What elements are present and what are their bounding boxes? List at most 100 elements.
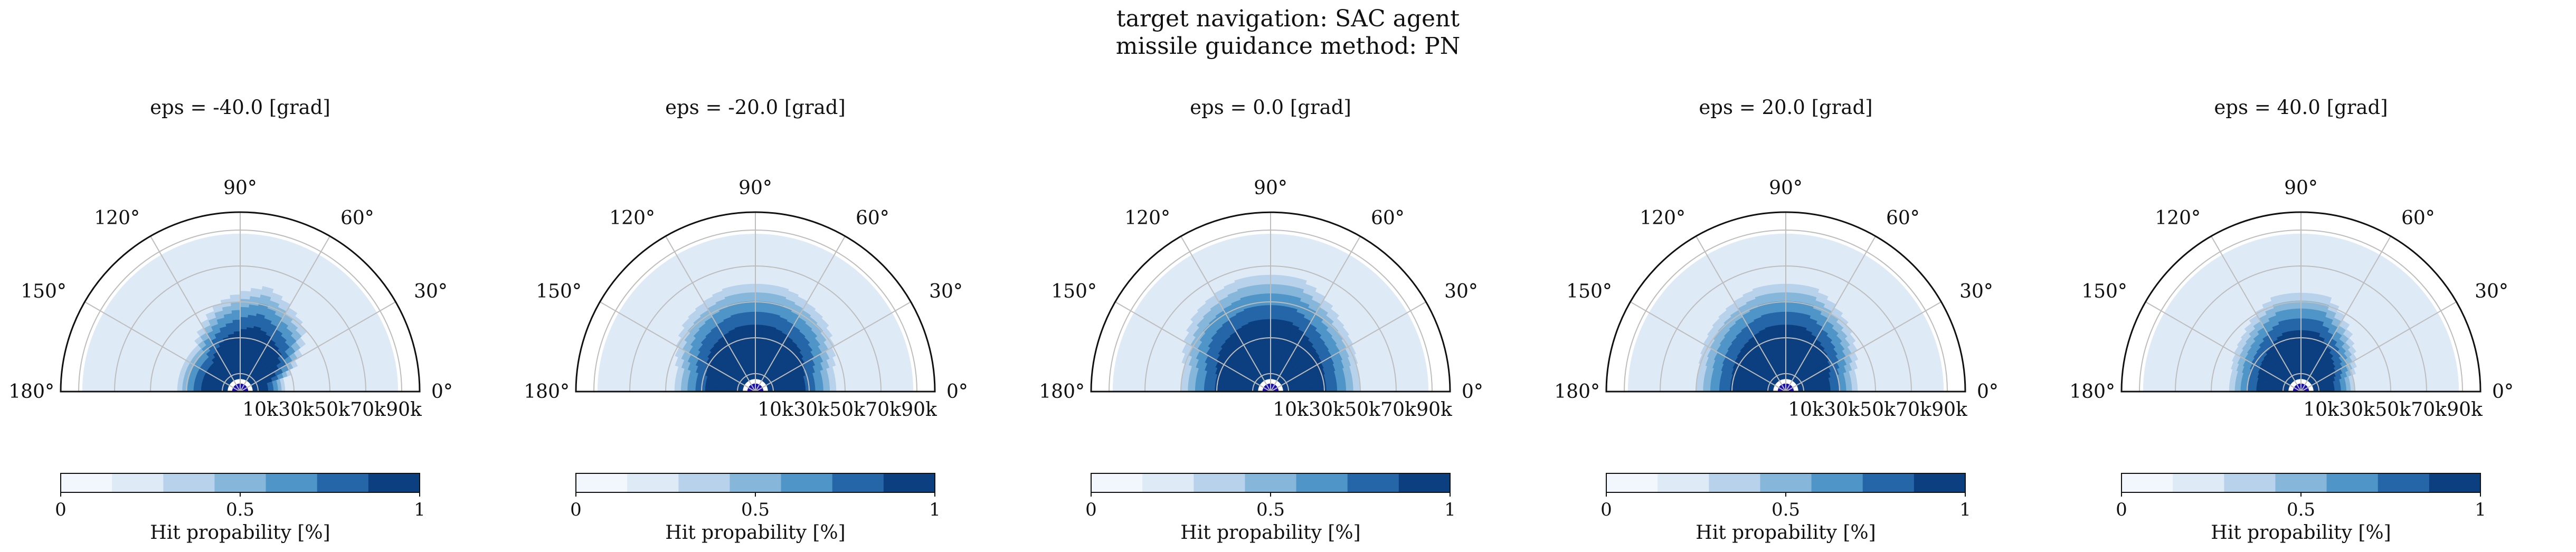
subplot-title: eps = 20.0 [grad] <box>1699 96 1872 119</box>
radial-tick-label: 10k <box>757 399 794 421</box>
colorbar-tick-label: 0.5 <box>2287 499 2315 520</box>
radial-tick-label: 70k <box>350 399 386 421</box>
polar-subplot-4: eps = 20.0 [grad] 0° 30° 60° 90° 120° 150° 180°… <box>1554 96 1999 544</box>
radial-tick-label: 10k <box>2303 399 2340 421</box>
angle-tick-label: 60° <box>2401 207 2435 229</box>
colorbar-label: Hit propability [%] <box>2211 522 2391 544</box>
colorbar-bin <box>781 473 833 492</box>
colorbar-bin <box>2326 473 2379 492</box>
radial-tick-label: 90k <box>1931 399 1968 421</box>
figure-title-line2: missile guidance method: PN <box>1116 33 1460 60</box>
colorbar-bin <box>1245 473 1297 492</box>
angle-tick-label: 60° <box>1886 207 1920 229</box>
subplot-title: eps = 0.0 [grad] <box>1190 96 1351 119</box>
radial-tick-label: 30k <box>278 399 315 421</box>
subplot-title: eps = -20.0 [grad] <box>665 96 846 119</box>
angle-tick-label: 180° <box>1554 381 1600 403</box>
radial-tick-label: 10k <box>1273 399 1309 421</box>
angle-tick-label: 120° <box>94 207 140 229</box>
angle-tick-label: 120° <box>1124 207 1170 229</box>
colorbar-bin <box>112 473 164 492</box>
colorbar-bin <box>163 473 215 492</box>
colorbar-bin <box>627 473 679 492</box>
colorbar: 0 0.5 1 Hit propability [%] <box>2116 473 2486 544</box>
polar-subplot-3: eps = 0.0 [grad] 0° 30° 60° 90° 120° 150° 180° 1… <box>1039 96 1483 544</box>
polar-subplot-2: eps = -20.0 [grad] 0° 30° 60° 90° 120° 150° 180… <box>524 96 968 544</box>
colorbar-bin <box>1862 473 1915 492</box>
figure-title-line1: target navigation: SAC agent <box>1116 5 1460 32</box>
angular-gridline <box>2145 301 2302 392</box>
polar-subplot-5: eps = 40.0 [grad] 0° 30° 60° 90° 120° 150° 180°… <box>2069 96 2514 544</box>
colorbar-bin <box>2429 473 2481 492</box>
colorbar-bin <box>368 473 420 492</box>
polar-frame <box>60 211 421 393</box>
angular-gridline <box>1270 301 1426 392</box>
polar-grid <box>2139 212 2463 392</box>
radial-tick-label: 50k <box>1860 399 1896 421</box>
angle-tick-label: 120° <box>609 207 655 229</box>
colorbar-bin <box>1709 473 1760 492</box>
angle-tick-label: 0° <box>431 381 453 403</box>
colorbar-tick-label: 0 <box>1600 499 1612 520</box>
colorbar-tick-label: 0.5 <box>741 499 770 520</box>
angle-tick-label: 150° <box>2081 281 2127 302</box>
angular-gridline <box>1785 301 1942 392</box>
radial-tick-label: 30k <box>2339 399 2375 421</box>
colorbar-label: Hit propability [%] <box>665 522 845 544</box>
radial-tick-label: 90k <box>386 399 422 421</box>
angle-tick-label: 30° <box>929 281 963 302</box>
angle-tick-label: 150° <box>21 281 67 302</box>
radial-tick-label: 70k <box>1896 399 1932 421</box>
angular-gridline <box>2211 236 2302 392</box>
angular-gridline <box>84 301 241 392</box>
colorbar-bin <box>1760 473 1812 492</box>
colorbar-tick-label: 0 <box>2116 499 2127 520</box>
angle-tick-label: 60° <box>340 207 374 229</box>
colorbar-tick-label: 1 <box>929 499 941 520</box>
colorbar-label: Hit propability [%] <box>150 522 330 544</box>
colorbar-bin <box>730 473 782 492</box>
angle-tick-label: 150° <box>1566 281 1612 302</box>
angular-gridline <box>1785 236 1876 392</box>
colorbar-bin <box>1194 473 1245 492</box>
radial-tick-label: 50k <box>2375 399 2411 421</box>
angle-tick-label: 0° <box>946 381 968 403</box>
polar-grid <box>1624 212 1948 392</box>
hit-probability-field <box>1112 234 1429 392</box>
polar-frame <box>1090 211 1451 393</box>
colorbar-tick-label: 0.5 <box>1772 499 1800 520</box>
polar-grid <box>593 212 917 392</box>
colorbar-tick-label: 0.5 <box>226 499 254 520</box>
colorbar-bin <box>1347 473 1399 492</box>
radial-tick-label: 50k <box>314 399 351 421</box>
angle-tick-label: 120° <box>1640 207 1685 229</box>
angle-tick-label: 180° <box>524 381 570 403</box>
subplot-grid: eps = -40.0 [grad] 0° 30° 60° 90° 120° 150° 180… <box>8 96 2514 544</box>
colorbar-label: Hit propability [%] <box>1180 522 1360 544</box>
angular-gridline <box>600 301 756 392</box>
angle-tick-label: 180° <box>1039 381 1085 403</box>
polar-frame <box>575 211 936 393</box>
polar-frame <box>1605 211 1966 393</box>
angular-gridline <box>1696 236 1786 392</box>
angular-gridline <box>665 236 756 392</box>
colorbar-bin <box>2173 473 2224 492</box>
polar-grid <box>78 212 402 392</box>
angular-gridline <box>755 301 911 392</box>
radial-tick-label: 30k <box>793 399 830 421</box>
colorbar-bin <box>1811 473 1863 492</box>
colorbar: 0 0.5 1 Hit propability [%] <box>55 473 425 544</box>
colorbar-bin <box>2378 473 2430 492</box>
angle-tick-label: 30° <box>414 281 448 302</box>
subplot-title: eps = 40.0 [grad] <box>2214 96 2388 119</box>
radial-tick-label: 90k <box>901 399 937 421</box>
radial-tick-label: 90k <box>2447 399 2483 421</box>
colorbar-tick-label: 0 <box>570 499 582 520</box>
radial-tick-label: 30k <box>1824 399 1860 421</box>
radial-tick-label: 50k <box>829 399 866 421</box>
angle-tick-label: 90° <box>223 177 257 199</box>
colorbar-tick-label: 0.5 <box>1256 499 1285 520</box>
angle-tick-label: 30° <box>2475 281 2508 302</box>
colorbar: 0 0.5 1 Hit propability [%] <box>1600 473 1971 544</box>
radial-tick-label: 70k <box>865 399 902 421</box>
